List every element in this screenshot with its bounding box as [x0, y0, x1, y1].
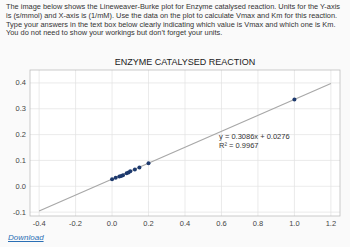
annotation: y = 0.3086x + 0.0276 — [219, 132, 289, 141]
plot-background — [30, 70, 340, 216]
download-link[interactable]: Download — [8, 233, 44, 242]
grid-line — [185, 70, 186, 216]
tick-label: 0.3 — [16, 104, 26, 113]
grid-line — [294, 70, 295, 216]
tick-label: 1.2 — [326, 219, 336, 228]
tick-label: 0.2 — [16, 130, 26, 139]
grid-line — [30, 160, 340, 161]
tick-label: -0.4 — [33, 219, 46, 228]
marks — [39, 83, 331, 211]
grid-line — [30, 186, 340, 187]
grid-line — [148, 70, 149, 216]
regression-line — [39, 83, 331, 211]
tick-label: 0.4 — [16, 78, 26, 87]
data-point — [133, 167, 137, 171]
tick-label: 0.2 — [143, 219, 153, 228]
tick-label: 0.6 — [216, 219, 226, 228]
data-point — [121, 173, 125, 177]
annotation: R² = 0.9967 — [219, 141, 258, 150]
tick-label: 0.1 — [16, 156, 26, 165]
grid-line — [39, 70, 40, 216]
data-point — [114, 176, 118, 180]
tick-label: -0.2 — [69, 219, 82, 228]
grid-line — [112, 70, 113, 216]
data-point — [128, 169, 132, 173]
data-point — [292, 97, 296, 101]
data-point — [110, 177, 114, 181]
grid-line — [30, 108, 340, 109]
grid-line — [30, 212, 340, 213]
plot-frame — [30, 70, 340, 216]
grid — [30, 70, 340, 216]
grid-line — [75, 70, 76, 216]
grid-line — [330, 70, 331, 216]
tick-label: 0.0 — [107, 219, 117, 228]
grid-line — [30, 134, 340, 135]
chart: ENZYME CATALYSED REACTION -0.4 -0.2 0.0 0.2 0… — [0, 55, 350, 232]
tick-label: 0.4 — [180, 219, 190, 228]
grid-line — [30, 82, 340, 83]
data-point — [137, 165, 141, 169]
description: The image below shows the Lineweaver-Bur… — [6, 3, 344, 38]
data-point — [147, 161, 151, 165]
tick-label: 1.0 — [289, 219, 299, 228]
tick-label: 0.0 — [16, 182, 26, 191]
tick-label: 0.8 — [253, 219, 263, 228]
title: ENZYME CATALYSED REACTION — [115, 57, 256, 67]
tick-label: -0.1 — [13, 208, 26, 217]
